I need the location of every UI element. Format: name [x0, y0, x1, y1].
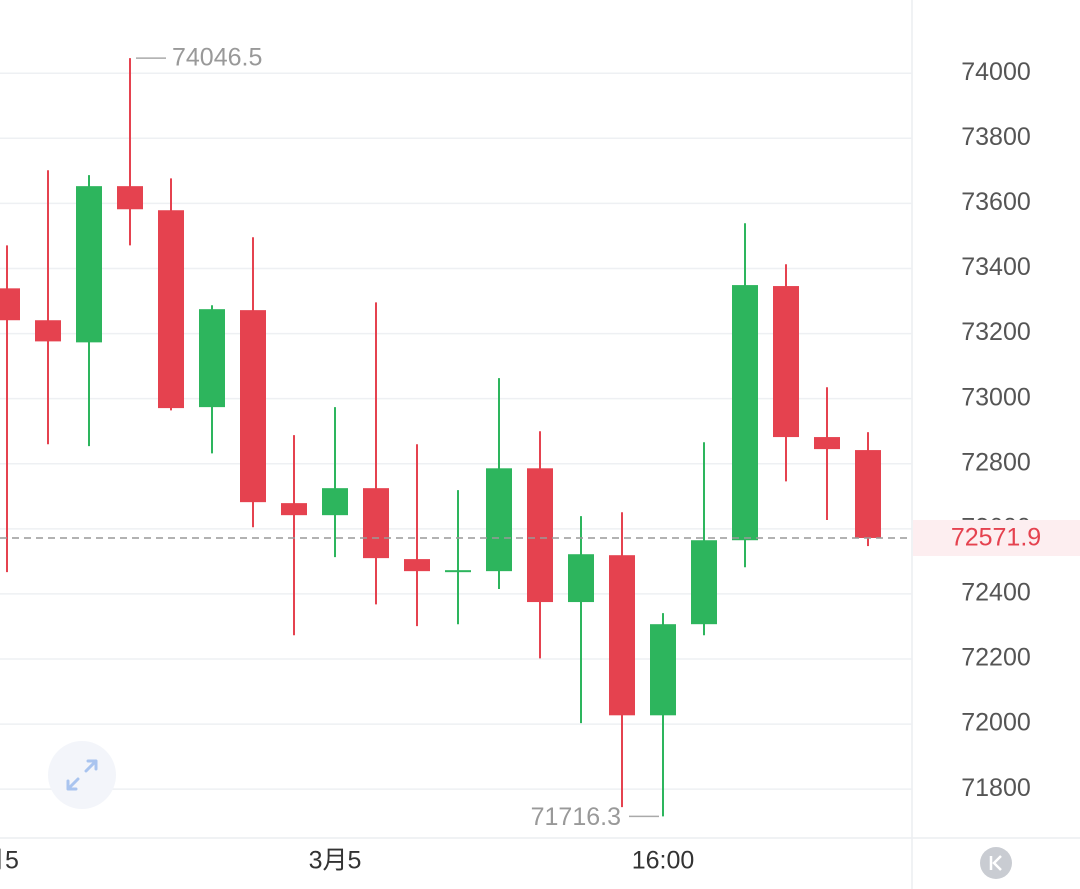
- expand-icon[interactable]: [66, 759, 98, 791]
- candle-body: [650, 624, 676, 716]
- candle-body: [199, 309, 225, 408]
- x-tick-label: 月5: [0, 847, 19, 875]
- high-annotation: 74046.5: [172, 44, 262, 72]
- candle-body: [158, 210, 184, 409]
- candle-body: [117, 186, 143, 210]
- candle-body: [240, 310, 266, 503]
- candle-body: [281, 503, 307, 516]
- candle-body: [486, 468, 512, 572]
- current-price-label: 72571.9: [951, 524, 1041, 552]
- y-tick-label: 73600: [961, 188, 1031, 216]
- x-tick-label: 16:00: [632, 847, 695, 875]
- candle-body: [322, 488, 348, 516]
- candle-body: [855, 450, 881, 538]
- y-tick-label: 73400: [961, 253, 1031, 281]
- candle-body: [445, 570, 471, 573]
- collapse-button-bg[interactable]: [980, 847, 1012, 879]
- candle-body: [0, 288, 20, 321]
- y-tick-label: 73200: [961, 318, 1031, 346]
- y-tick-label: 73800: [961, 123, 1031, 151]
- candle-body: [732, 285, 758, 541]
- collapse-icon[interactable]: [989, 855, 1002, 871]
- plot: 7180072000722007240072600728007300073200…: [0, 44, 1080, 875]
- y-tick-label: 72200: [961, 644, 1031, 672]
- candle-body: [773, 286, 799, 438]
- y-tick-label: 73000: [961, 383, 1031, 411]
- candle-body: [691, 540, 717, 625]
- candle-body: [404, 559, 430, 572]
- candle-body: [35, 320, 61, 342]
- y-tick-label: 72000: [961, 709, 1031, 737]
- x-tick-label: 3月5: [309, 847, 362, 875]
- candle-body: [609, 555, 635, 716]
- candle-body: [363, 488, 389, 559]
- candle-body: [76, 186, 102, 343]
- low-annotation: 71716.3: [531, 803, 621, 831]
- y-tick-label: 71800: [961, 774, 1031, 802]
- candle-body: [568, 554, 594, 603]
- expand-button-bg[interactable]: [48, 741, 116, 809]
- candle-body: [527, 468, 553, 603]
- y-tick-label: 72400: [961, 579, 1031, 607]
- expand-button[interactable]: [48, 741, 116, 809]
- candle-body: [814, 437, 840, 450]
- collapse-button[interactable]: [980, 847, 1012, 879]
- y-tick-label: 74000: [961, 58, 1031, 86]
- y-tick-label: 72800: [961, 448, 1031, 476]
- current-price-badge: [913, 519, 1080, 556]
